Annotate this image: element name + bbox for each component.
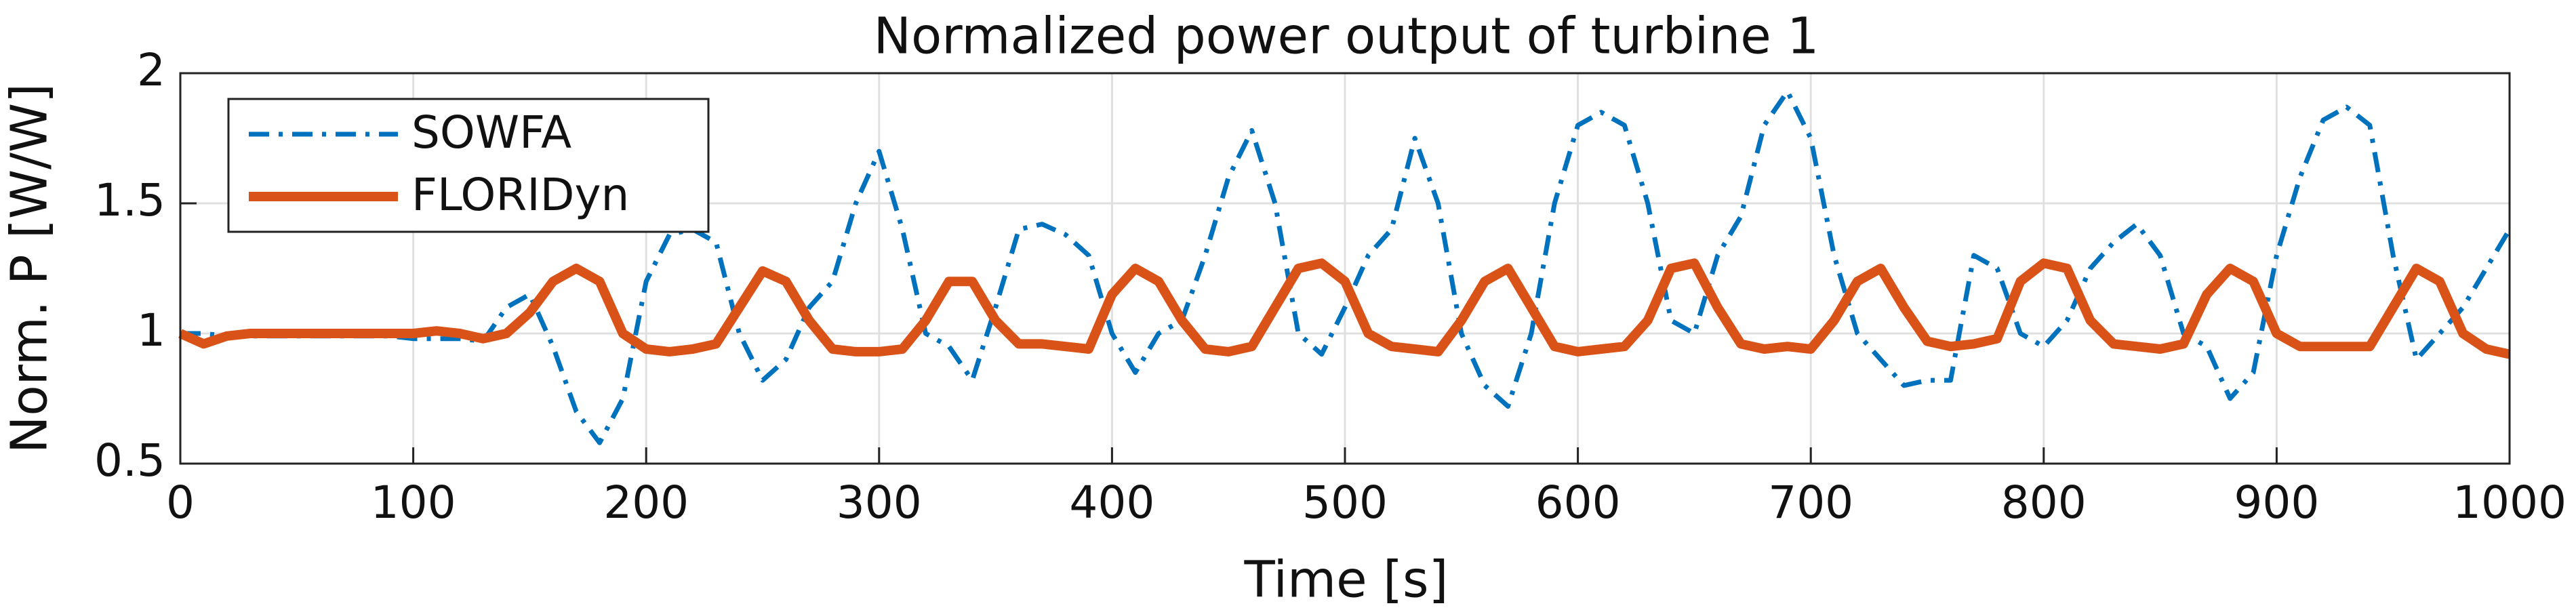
- axes-box: [179, 72, 2511, 465]
- x-tick-label: 0: [166, 476, 195, 529]
- x-tick-label: 800: [2001, 476, 2087, 529]
- x-tick-label: 500: [1302, 476, 1388, 529]
- x-tick-label: 900: [2234, 476, 2319, 529]
- y-tick-label: 1: [137, 304, 165, 357]
- chart-title: Normalized power output of turbine 1: [874, 7, 1819, 66]
- legend-label: FLORIDyn: [411, 169, 629, 221]
- x-tick-label: 400: [1069, 476, 1154, 529]
- legend-box: [227, 98, 710, 233]
- series-line: [180, 89, 2512, 445]
- y-axis-label: Norm. P [W/W]: [1, 83, 59, 453]
- x-tick-label: 100: [371, 476, 456, 529]
- x-tick-label: 600: [1535, 476, 1621, 529]
- x-tick-label: 700: [1768, 476, 1853, 529]
- y-tick-label: 2: [137, 44, 165, 96]
- series-line: [178, 258, 2511, 359]
- y-tick-label: 0.5: [94, 434, 165, 487]
- legend: SOWFA FLORIDyn: [227, 98, 710, 233]
- legend-label: SOWFA: [411, 106, 571, 159]
- y-tick-label: 1.5: [94, 174, 165, 226]
- x-tick-label: 200: [603, 476, 689, 529]
- x-axis-label: Time [s]: [1244, 551, 1449, 609]
- x-tick-label: 1000: [2453, 476, 2567, 529]
- x-tick-label: 300: [837, 476, 922, 529]
